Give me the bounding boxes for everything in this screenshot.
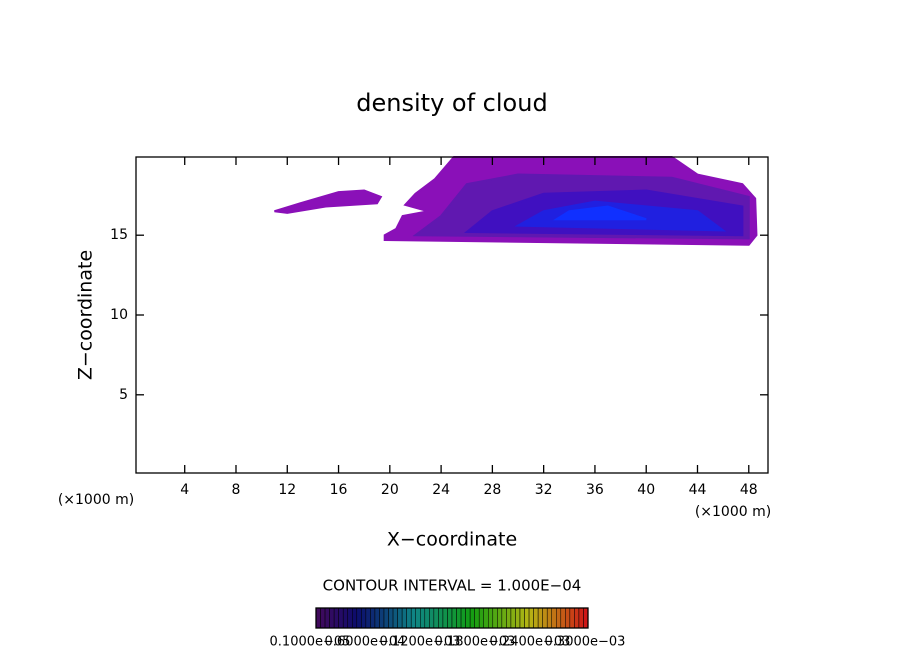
colorbar-swatch	[429, 607, 435, 629]
contour-region	[274, 189, 383, 214]
colorbar-swatch	[383, 607, 389, 629]
colorbar-swatch	[551, 607, 557, 629]
colorbar-swatch	[465, 607, 471, 629]
x-tick-label: 44	[689, 482, 707, 498]
colorbar-swatch	[447, 607, 453, 629]
x-tick-label: 4	[180, 482, 189, 498]
colorbar-swatch	[347, 607, 353, 629]
colorbar-swatch	[492, 607, 498, 629]
colorbar-swatch	[392, 607, 398, 629]
colorbar-swatch	[528, 607, 534, 629]
colorbar-swatch	[478, 607, 484, 629]
colorbar-swatch	[497, 607, 503, 629]
x-tick-label: 16	[330, 482, 348, 498]
colorbar-swatch	[415, 607, 421, 629]
colorbar-swatch	[315, 607, 321, 629]
colorbar-swatch	[583, 607, 589, 629]
colorbar-swatch	[456, 607, 462, 629]
colorbar-frame	[315, 607, 589, 629]
x-tick-label: 24	[432, 482, 450, 498]
contour-region	[552, 205, 647, 221]
colorbar-swatch	[388, 607, 394, 629]
colorbar-swatch	[542, 607, 548, 629]
x-tick-label: 36	[586, 482, 604, 498]
colorbar-swatch	[356, 607, 362, 629]
colorbar-swatch	[560, 607, 566, 629]
colorbar-swatch	[442, 607, 448, 629]
x-tick-label: 20	[381, 482, 399, 498]
y-tick-label: 10	[110, 307, 128, 323]
colorbar-label: 0.1800e−03	[435, 635, 516, 650]
colorbar-label: 0.1200e−03	[380, 635, 461, 650]
colorbar-swatch	[519, 607, 525, 629]
colorbar-swatch	[574, 607, 580, 629]
colorbar-swatch	[569, 607, 575, 629]
colorbar-swatch	[515, 607, 521, 629]
colorbar-swatch	[578, 607, 584, 629]
x-tick-label: 8	[232, 482, 241, 498]
y-tick-label: 15	[110, 227, 128, 243]
colorbar-swatch	[537, 607, 543, 629]
colorbar-swatch	[361, 607, 367, 629]
x-unit: (×1000 m)	[695, 504, 771, 520]
colorbar-swatch	[510, 607, 516, 629]
colorbar-label: 0.2400e−03	[490, 635, 571, 650]
colorbar-swatch	[352, 607, 358, 629]
colorbar-label: 0.3000e−03	[545, 635, 626, 650]
x-tick-label: 28	[483, 482, 501, 498]
colorbar-swatch	[365, 607, 371, 629]
colorbar-swatch	[410, 607, 416, 629]
colorbar-swatch	[438, 607, 444, 629]
x-tick-label: 40	[637, 482, 655, 498]
colorbar-swatch	[420, 607, 426, 629]
colorbar-swatch	[370, 607, 376, 629]
y-tick-label: 5	[119, 387, 128, 403]
colorbar-swatch	[333, 607, 339, 629]
chart-title: density of cloud	[356, 89, 547, 117]
colorbar-swatch	[565, 607, 571, 629]
colorbar-swatch	[506, 607, 512, 629]
colorbar-label: 0.1000e−05	[270, 635, 351, 650]
y-unit: (×1000 m)	[58, 492, 134, 508]
colorbar-swatch	[524, 607, 530, 629]
y-axis-label: Z−coordinate	[75, 250, 97, 380]
colorbar-swatch	[433, 607, 439, 629]
colorbar-swatch	[469, 607, 475, 629]
colorbar-swatch	[474, 607, 480, 629]
colorbar-swatch	[546, 607, 552, 629]
colorbar-swatch	[401, 607, 407, 629]
colorbar-swatch	[533, 607, 539, 629]
colorbar-swatch	[379, 607, 385, 629]
colorbar-swatch	[488, 607, 494, 629]
colorbar-swatch	[342, 607, 348, 629]
colorbar-swatch	[329, 607, 335, 629]
colorbar-swatch	[483, 607, 489, 629]
colorbar-label: 0.6000e−04	[325, 635, 406, 650]
colorbar-swatch	[424, 607, 430, 629]
colorbar-swatch	[320, 607, 326, 629]
colorbar-swatch	[406, 607, 412, 629]
colorbar-swatch	[324, 607, 330, 629]
colorbar-swatch	[397, 607, 403, 629]
colorbar-swatch	[556, 607, 562, 629]
x-tick-label: 32	[535, 482, 553, 498]
colorbar-swatch	[338, 607, 344, 629]
colorbar-swatch	[460, 607, 466, 629]
colorbar-swatch	[374, 607, 380, 629]
x-tick-label: 48	[740, 482, 758, 498]
annotation: CONTOUR INTERVAL = 1.000E−04	[323, 577, 582, 595]
x-axis-label: X−coordinate	[387, 529, 517, 551]
colorbar-swatch	[501, 607, 507, 629]
x-tick-label: 12	[278, 482, 296, 498]
colorbar-swatch	[451, 607, 457, 629]
